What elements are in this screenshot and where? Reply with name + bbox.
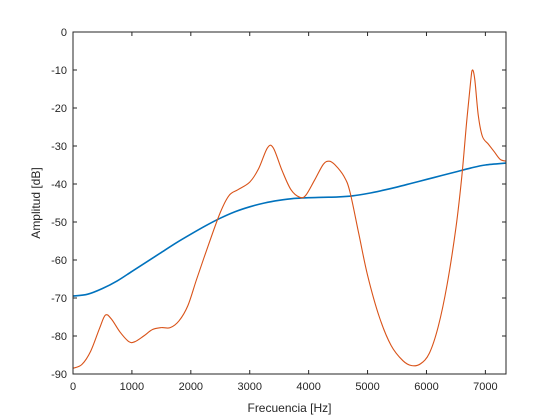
x-tick-label: 5000: [355, 381, 379, 393]
y-tick-label: -30: [51, 141, 67, 153]
y-tick-label: -20: [51, 103, 67, 115]
series-layer: [72, 69, 507, 369]
x-axis: 0 1000 2000 3000 4000 5000 6000 7000: [70, 32, 498, 393]
x-tick-label: 1000: [120, 381, 144, 393]
x-tick-label: 6000: [414, 381, 438, 393]
x-tick-label: 3000: [237, 381, 261, 393]
y-axis: 0 -10 -20 -30 -40 -50 -60 -70 -80 -90: [51, 27, 506, 381]
series-line-1: [72, 162, 507, 297]
x-tick-label: 2000: [179, 381, 203, 393]
plot-area: [73, 32, 506, 374]
y-tick-label: -40: [51, 179, 67, 191]
x-axis-label: Frecuencia [Hz]: [247, 401, 331, 415]
x-tick-label: 7000: [473, 381, 497, 393]
y-tick-label: -70: [51, 293, 67, 305]
y-tick-label: -50: [51, 217, 67, 229]
y-tick-label: -90: [51, 369, 67, 381]
series-line-2: [72, 69, 507, 369]
y-axis-label: Amplitud [dB]: [29, 167, 43, 238]
x-tick-label: 4000: [296, 381, 320, 393]
y-tick-label: -60: [51, 255, 67, 267]
y-tick-label: 0: [61, 27, 67, 39]
x-tick-label: 0: [70, 381, 76, 393]
y-tick-label: -10: [51, 65, 67, 77]
y-tick-label: -80: [51, 331, 67, 343]
axes-box: [72, 31, 507, 375]
